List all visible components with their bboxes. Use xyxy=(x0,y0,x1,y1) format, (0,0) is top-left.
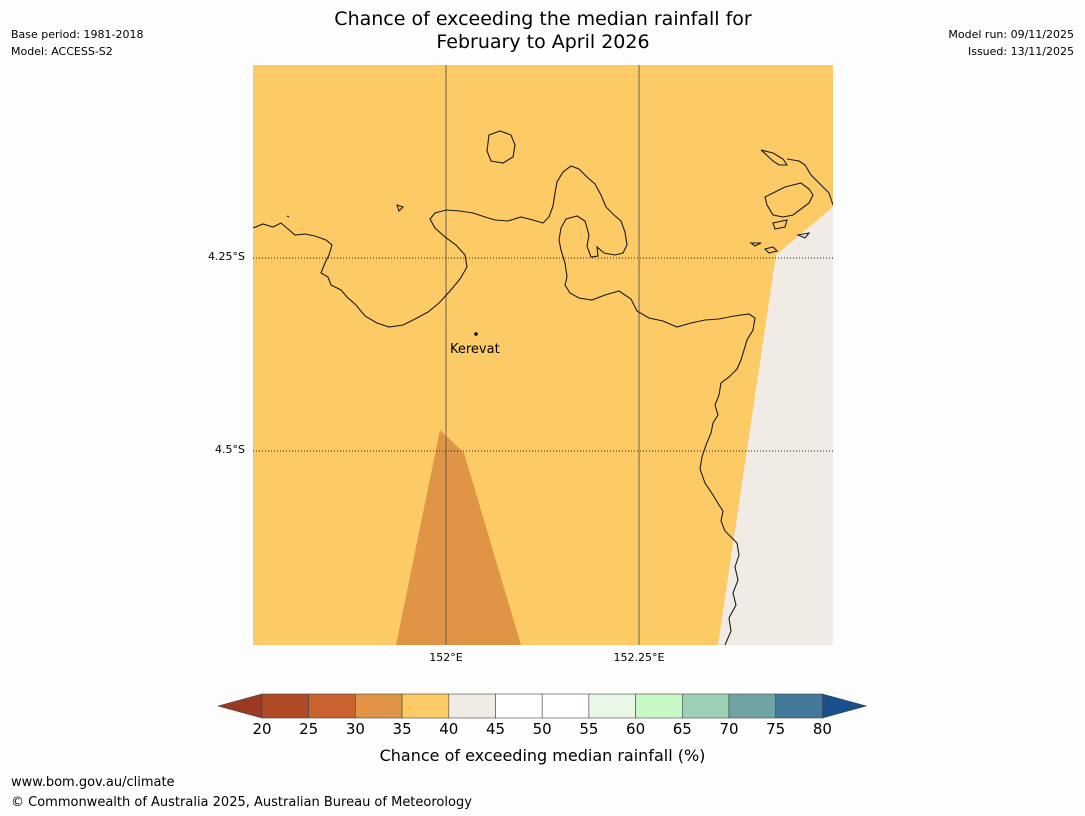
colorbar-tick-55: 55 xyxy=(579,720,598,738)
colorbar-segment-50-55 xyxy=(542,694,589,718)
colorbar-segment-20-25 xyxy=(262,694,309,718)
metadata-right: Model run: 09/11/2025 Issued: 13/11/2025 xyxy=(948,26,1074,60)
base-period-text: Base period: 1981-2018 xyxy=(11,26,143,43)
model-text: Model: ACCESS-S2 xyxy=(11,43,143,60)
colorbar-segment-55-60 xyxy=(589,694,636,718)
colorbar-tick-40: 40 xyxy=(439,720,458,738)
colorbar-segment-25-30 xyxy=(309,694,356,718)
colorbar-segment-60-65 xyxy=(636,694,683,718)
colorbar-under-arrow xyxy=(218,694,262,718)
place-label-kerevat: Kerevat xyxy=(450,342,500,357)
colorbar-title: Chance of exceeding median rainfall (%) xyxy=(0,746,1085,765)
colorbar-tick-80: 80 xyxy=(813,720,832,738)
footer-url: www.bom.gov.au/climate xyxy=(11,775,175,790)
kerevat-marker xyxy=(474,332,478,336)
colorbar-tick-20: 20 xyxy=(252,720,271,738)
colorbar-tick-35: 35 xyxy=(393,720,412,738)
colorbar-segment-65-70 xyxy=(682,694,729,718)
forecast-map xyxy=(253,65,833,645)
colorbar-segment-35-40 xyxy=(402,694,449,718)
colorbar-tick-45: 45 xyxy=(486,720,505,738)
colorbar-segment-45-50 xyxy=(496,694,543,718)
footer-copyright: © Commonwealth of Australia 2025, Austra… xyxy=(11,795,472,810)
map-svg xyxy=(253,65,833,645)
colorbar-segment-40-45 xyxy=(449,694,496,718)
colorbar-tick-75: 75 xyxy=(766,720,785,738)
title-line-1: Chance of exceeding the median rainfall … xyxy=(253,8,833,31)
colorbar-segment-75-80 xyxy=(776,694,823,718)
lat-label-4-25s: 4.25°S xyxy=(208,250,245,263)
lon-label-152-25e: 152.25°E xyxy=(614,651,665,664)
issued-text: Issued: 13/11/2025 xyxy=(948,43,1074,60)
colorbar-segment-30-35 xyxy=(355,694,402,718)
colorbar-tick-50: 50 xyxy=(533,720,552,738)
colorbar xyxy=(210,690,880,722)
model-run-text: Model run: 09/11/2025 xyxy=(948,26,1074,43)
colorbar-tick-60: 60 xyxy=(626,720,645,738)
map-title: Chance of exceeding the median rainfall … xyxy=(253,8,833,54)
metadata-left: Base period: 1981-2018 Model: ACCESS-S2 xyxy=(11,26,143,60)
colorbar-segment-70-75 xyxy=(729,694,776,718)
colorbar-tick-25: 25 xyxy=(299,720,318,738)
colorbar-over-arrow xyxy=(822,694,866,718)
colorbar-svg xyxy=(210,690,880,722)
colorbar-tick-65: 65 xyxy=(673,720,692,738)
title-line-2: February to April 2026 xyxy=(253,31,833,54)
colorbar-tick-70: 70 xyxy=(719,720,738,738)
colorbar-tick-30: 30 xyxy=(346,720,365,738)
lon-label-152e: 152°E xyxy=(429,651,462,664)
lat-label-4-5s: 4.5°S xyxy=(215,443,245,456)
